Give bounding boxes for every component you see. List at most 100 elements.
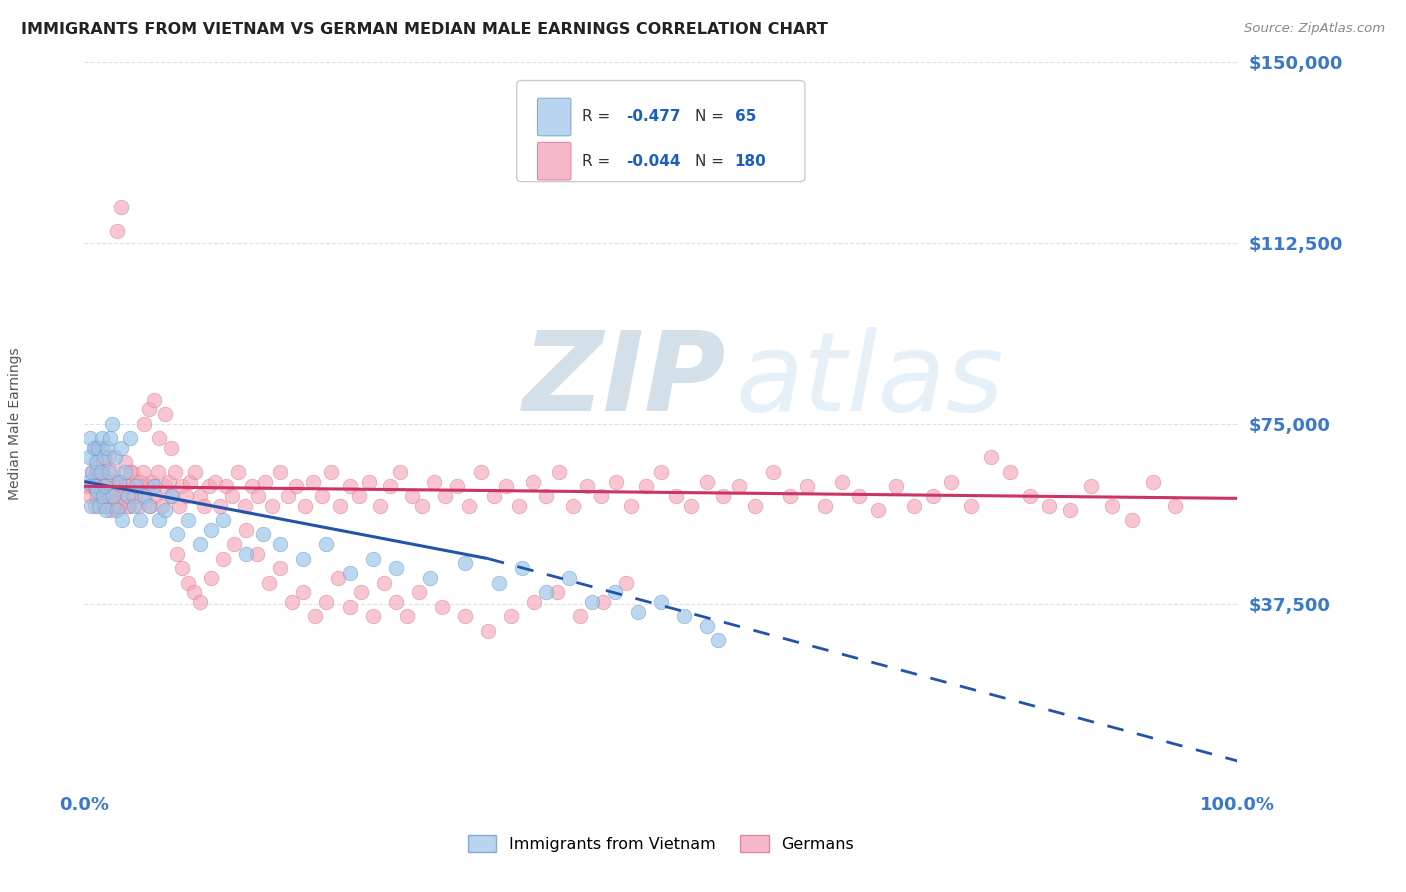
Point: [160, 441, 183, 455]
Point: [128, 499, 150, 513]
Point: [97, 465, 120, 479]
Point: [142, 392, 165, 407]
Point: [150, 499, 173, 513]
Point: [262, 499, 284, 513]
Point: [87, 441, 110, 455]
Point: [93, 450, 115, 465]
Point: [1080, 479, 1102, 493]
Point: [200, 523, 222, 537]
Point: [650, 595, 672, 609]
Point: [134, 417, 156, 431]
Point: [866, 503, 889, 517]
Point: [134, 489, 156, 503]
Point: [204, 475, 226, 489]
Point: [319, 465, 342, 479]
Point: [128, 475, 150, 489]
Point: [143, 489, 166, 503]
Point: [252, 527, 274, 541]
Point: [512, 561, 534, 575]
Point: [209, 499, 232, 513]
Point: [122, 499, 145, 513]
Point: [86, 455, 108, 469]
Point: [82, 479, 104, 493]
Point: [1164, 499, 1187, 513]
Point: [160, 489, 183, 503]
Point: [589, 489, 612, 503]
Point: [105, 503, 128, 517]
Point: [831, 475, 853, 489]
Point: [665, 489, 688, 503]
Point: [108, 475, 131, 489]
Text: N =: N =: [696, 153, 730, 169]
Point: [87, 465, 110, 479]
Point: [132, 465, 155, 479]
Point: [124, 489, 146, 503]
Text: N =: N =: [696, 110, 730, 125]
Point: [614, 575, 637, 590]
Point: [233, 499, 256, 513]
Point: [104, 479, 127, 493]
Point: [93, 499, 115, 513]
Point: [157, 475, 180, 489]
Point: [576, 479, 599, 493]
Point: [90, 431, 112, 445]
Point: [458, 499, 481, 513]
Point: [361, 609, 384, 624]
Point: [166, 547, 188, 561]
Point: [1101, 499, 1123, 513]
Point: [172, 479, 194, 493]
Point: [301, 475, 323, 489]
Point: [277, 489, 299, 503]
Point: [160, 489, 183, 503]
Point: [696, 619, 718, 633]
Point: [592, 595, 614, 609]
Point: [101, 417, 124, 431]
Point: [107, 499, 129, 513]
Point: [188, 537, 211, 551]
Point: [634, 479, 657, 493]
Point: [495, 479, 517, 493]
Point: [174, 489, 197, 503]
Point: [76, 475, 98, 489]
Point: [315, 537, 337, 551]
Point: [339, 479, 361, 493]
Point: [96, 475, 118, 489]
Point: [581, 595, 603, 609]
Point: [254, 475, 277, 489]
Point: [796, 479, 818, 493]
Point: [188, 595, 211, 609]
Point: [89, 499, 111, 513]
Point: [103, 499, 125, 513]
Point: [105, 224, 128, 238]
Point: [188, 489, 211, 503]
Point: [110, 441, 132, 455]
Point: [153, 407, 176, 421]
Point: [430, 599, 453, 614]
Point: [224, 537, 246, 551]
Point: [339, 599, 361, 614]
Point: [98, 489, 121, 503]
Point: [77, 450, 100, 465]
Point: [368, 499, 391, 513]
Point: [311, 489, 333, 503]
Point: [129, 479, 152, 493]
Point: [235, 547, 257, 561]
Point: [980, 450, 1002, 465]
Point: [96, 441, 118, 455]
Point: [89, 479, 111, 493]
Point: [246, 547, 269, 561]
Point: [179, 475, 201, 489]
Point: [454, 609, 477, 624]
Point: [557, 571, 579, 585]
Point: [269, 561, 291, 575]
Text: Source: ZipAtlas.com: Source: ZipAtlas.com: [1244, 22, 1385, 36]
Point: [762, 465, 785, 479]
Point: [89, 465, 111, 479]
Point: [477, 624, 499, 638]
Point: [166, 527, 188, 541]
Point: [108, 475, 131, 489]
Point: [83, 441, 105, 455]
Point: [813, 499, 835, 513]
Point: [136, 479, 159, 493]
Point: [100, 503, 122, 517]
